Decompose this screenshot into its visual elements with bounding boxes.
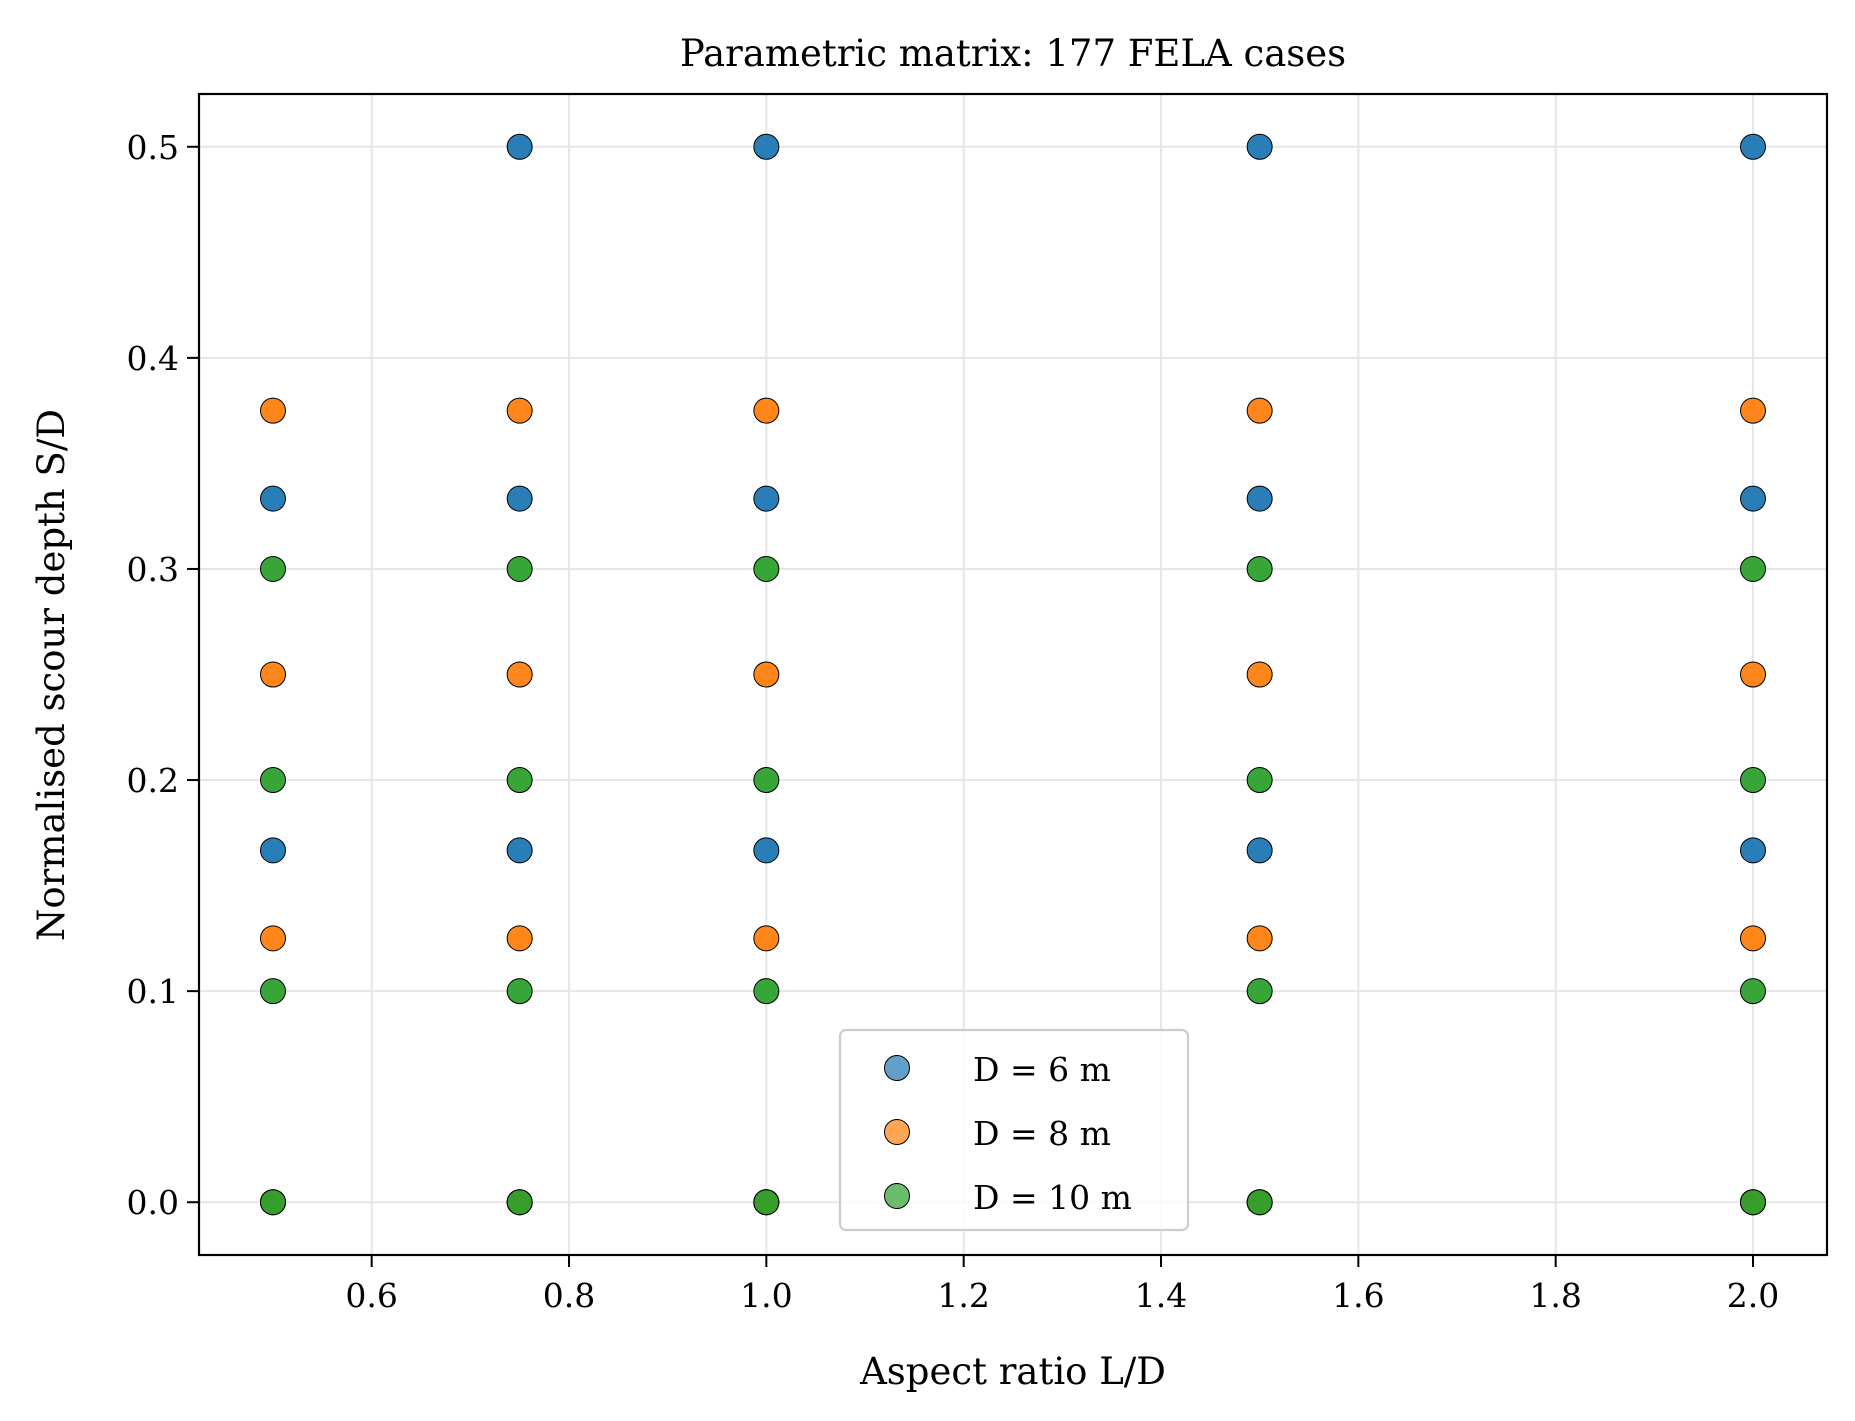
data-point: [1246, 978, 1273, 1005]
y-axis-label: Normalised scour depth S/D: [30, 409, 73, 941]
y-axis-ticks: 0.0 0.1 0.2 0.3 0.4 0.5: [127, 128, 199, 1222]
data-point: [506, 837, 533, 864]
x-axis-label: Aspect ratio L/D: [859, 1350, 1166, 1393]
data-point: [753, 661, 780, 688]
data-point: [506, 1189, 533, 1216]
legend-marker-d10: [884, 1183, 910, 1209]
y-tick-label: 0.2: [127, 761, 179, 800]
data-point: [753, 767, 780, 794]
data-point: [753, 837, 780, 864]
data-point: [1740, 925, 1766, 952]
x-tick-label: 1.6: [1332, 1276, 1384, 1315]
data-point: [260, 837, 286, 864]
x-tick-label: 1.4: [1135, 1276, 1187, 1315]
data-point: [506, 555, 533, 582]
data-point: [260, 555, 286, 582]
data-point: [260, 661, 286, 688]
data-point: [1246, 397, 1273, 424]
data-point: [753, 555, 780, 582]
x-tick-label: 1.8: [1529, 1276, 1581, 1315]
data-point: [1740, 837, 1766, 864]
data-point: [1246, 661, 1273, 688]
y-tick-label: 0.3: [127, 550, 179, 589]
x-tick-label: 1.0: [740, 1276, 792, 1315]
data-point: [753, 397, 780, 424]
data-point: [1740, 555, 1766, 582]
legend-label-d10: D = 10 m: [973, 1178, 1132, 1217]
x-tick-label: 0.8: [543, 1276, 595, 1315]
chart-title: Parametric matrix: 177 FELA cases: [680, 32, 1346, 75]
data-point: [506, 925, 533, 952]
data-point: [506, 133, 533, 160]
data-point: [1246, 767, 1273, 794]
data-point: [506, 661, 533, 688]
data-point: [1246, 133, 1273, 160]
legend-label-d6: D = 6 m: [973, 1050, 1111, 1089]
data-point: [1740, 661, 1766, 688]
legend-marker-d6: [884, 1055, 910, 1081]
data-point: [506, 397, 533, 424]
legend: D = 6 m D = 8 m D = 10 m: [838, 1028, 1190, 1232]
data-point: [260, 978, 286, 1005]
data-point: [260, 397, 286, 424]
y-tick-label: 0.1: [127, 972, 179, 1011]
series-d-10-m: [260, 555, 1766, 1216]
data-point: [1246, 485, 1273, 512]
legend-marker-d8: [884, 1119, 910, 1145]
data-point: [1246, 1189, 1273, 1216]
data-point: [260, 925, 286, 952]
data-point: [260, 1189, 286, 1216]
data-point: [506, 767, 533, 794]
legend-item-d10: D = 10 m: [884, 1178, 1132, 1217]
y-tick-label: 0.5: [127, 128, 179, 167]
data-point: [1246, 837, 1273, 864]
data-point: [1740, 133, 1766, 160]
x-tick-label: 0.6: [345, 1276, 397, 1315]
y-tick-label: 0.4: [127, 339, 179, 378]
legend-item-d8: D = 8 m: [884, 1114, 1111, 1153]
data-point: [1740, 397, 1766, 424]
data-point: [753, 133, 780, 160]
data-point: [1740, 1189, 1766, 1216]
data-point: [753, 925, 780, 952]
data-point: [753, 978, 780, 1005]
data-point: [1740, 767, 1766, 794]
y-tick-label: 0.0: [127, 1183, 179, 1222]
legend-frame: [838, 1028, 1190, 1232]
data-point: [506, 978, 533, 1005]
data-point: [1246, 925, 1273, 952]
data-points: [260, 133, 1766, 1216]
legend-label-d8: D = 8 m: [973, 1114, 1111, 1153]
data-point: [1740, 978, 1766, 1005]
x-axis-ticks: 0.6 0.8 1.0 1.2 1.4 1.6 1.8 2.0: [345, 1255, 1779, 1315]
data-point: [260, 767, 286, 794]
x-tick-label: 2.0: [1727, 1276, 1779, 1315]
legend-item-d6: D = 6 m: [884, 1050, 1111, 1089]
data-point: [506, 485, 533, 512]
axes-frame: [197, 92, 1829, 1257]
data-point: [753, 1189, 780, 1216]
x-tick-label: 1.2: [937, 1276, 989, 1315]
data-point: [753, 485, 780, 512]
data-point: [1740, 485, 1766, 512]
data-point: [260, 485, 286, 512]
data-point: [1246, 555, 1273, 582]
